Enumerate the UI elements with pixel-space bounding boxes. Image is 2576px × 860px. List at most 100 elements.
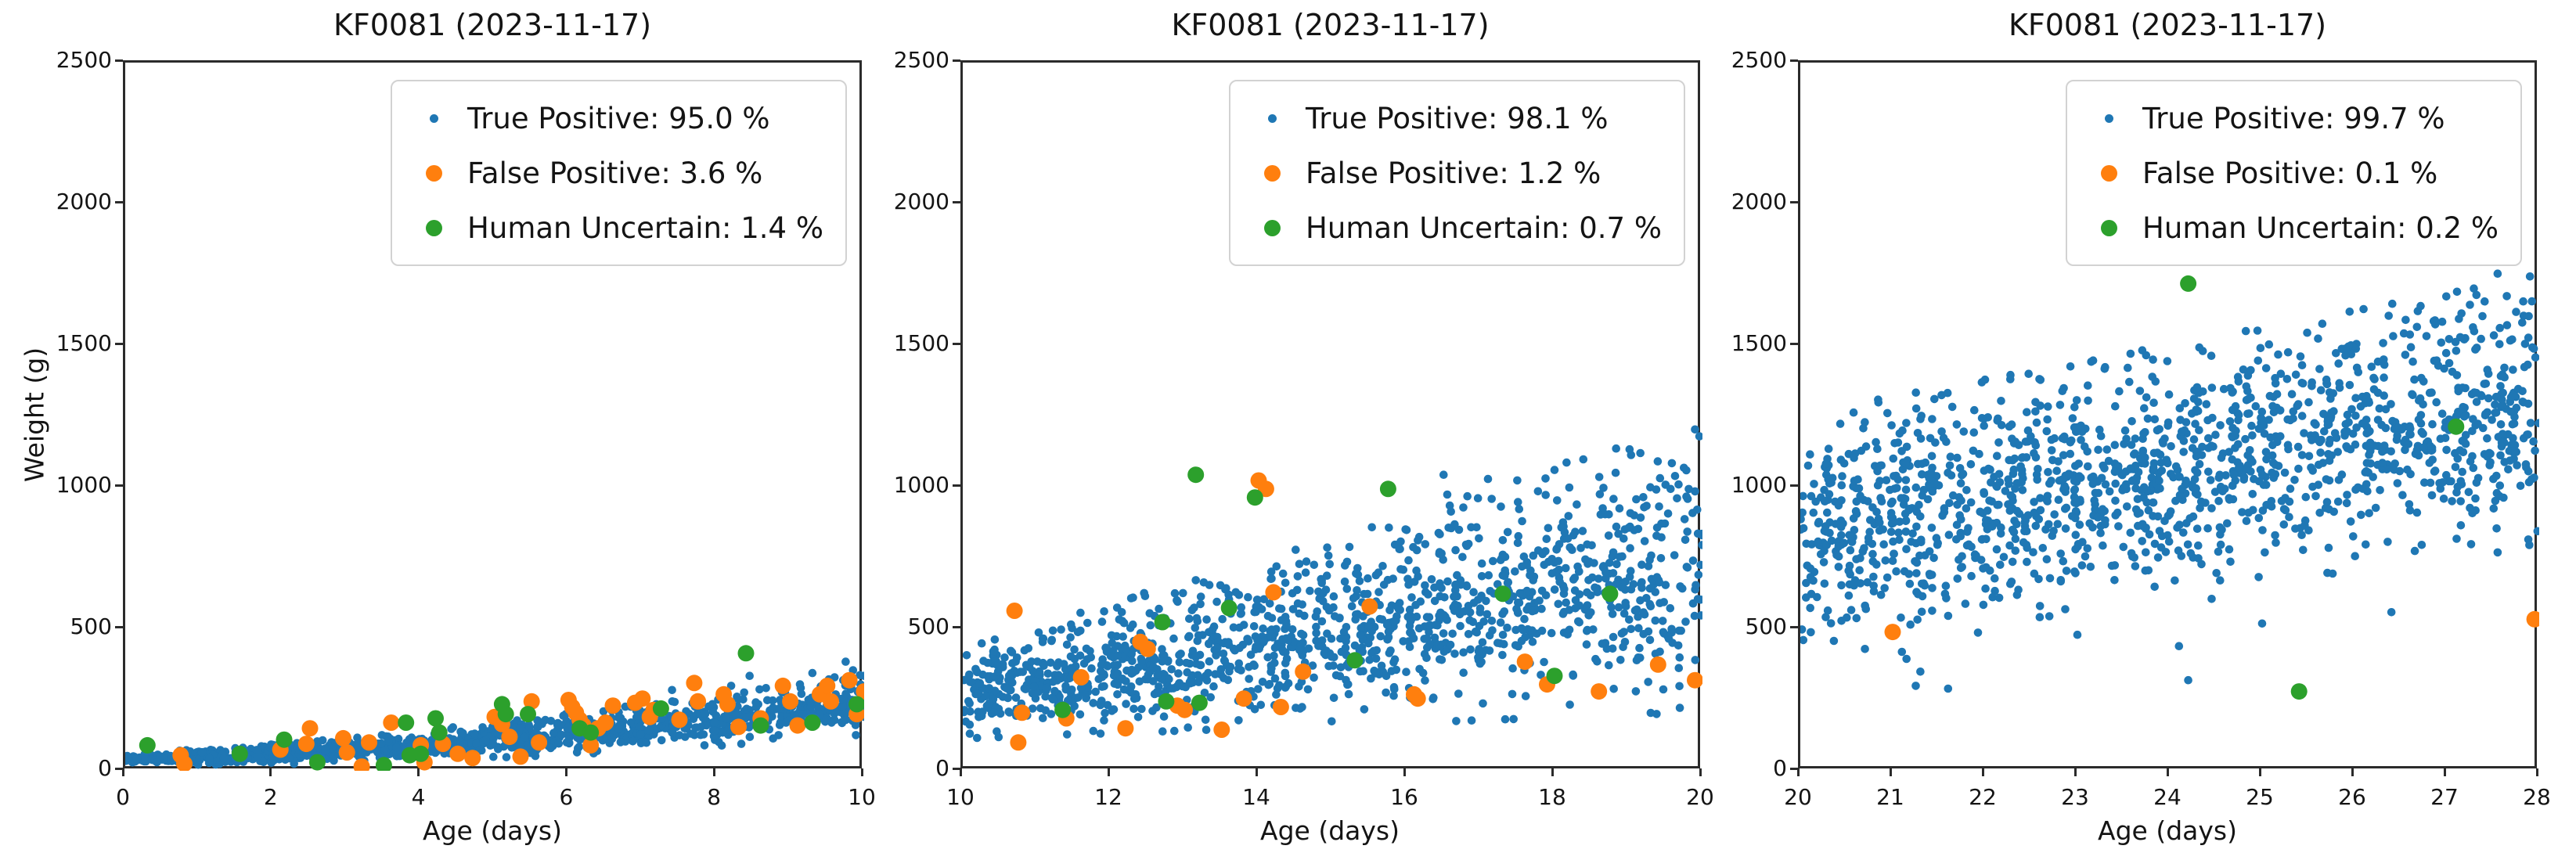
- legend-label: Human Uncertain: 0.2 %: [2142, 211, 2499, 245]
- y-tick: [953, 59, 960, 62]
- legend-label: True Positive: 95.0 %: [467, 101, 770, 135]
- y-tick: [953, 625, 960, 628]
- x-tick-label: 4: [411, 784, 426, 810]
- series-false-positive: [1884, 610, 2539, 641]
- x-tick-label: 6: [559, 784, 574, 810]
- legend-item-true-positive: True Positive: 98.1 %: [1238, 91, 1662, 146]
- legend-dot-icon: [1267, 113, 1277, 123]
- y-tick-label: 2500: [893, 47, 949, 73]
- x-tick: [564, 768, 567, 776]
- x-tick-label: 21: [1876, 784, 1904, 810]
- panel-2-plot-area: True Positive: 98.1 % False Positive: 1.2…: [960, 60, 1702, 768]
- legend-marker-cell: [1238, 164, 1306, 182]
- x-tick: [269, 768, 272, 776]
- legend-label: Human Uncertain: 1.4 %: [467, 211, 823, 245]
- legend-item-false-positive: False Positive: 3.6 %: [400, 146, 823, 200]
- legend-label: True Positive: 98.1 %: [1306, 101, 1609, 135]
- x-tick-label: 12: [1094, 784, 1122, 810]
- legend-dot-icon: [429, 113, 438, 123]
- x-tick: [1107, 768, 1110, 776]
- y-tick-label: 1500: [1731, 330, 1787, 356]
- x-tick-label: 24: [2153, 784, 2181, 810]
- legend-item-true-positive: True Positive: 99.7 %: [2075, 91, 2499, 146]
- y-tick-label: 2000: [1731, 189, 1787, 214]
- legend-dot-icon: [1263, 164, 1281, 182]
- x-tick: [1889, 768, 1892, 776]
- legend-marker-cell: [400, 164, 467, 182]
- legend-marker-cell: [2075, 113, 2142, 123]
- x-tick: [2166, 768, 2169, 776]
- x-tick: [417, 768, 420, 776]
- legend-label: False Positive: 1.2 %: [1306, 156, 1601, 190]
- y-tick-label: 1000: [1731, 472, 1787, 498]
- legend-dot-icon: [2100, 164, 2117, 182]
- legend-item-false-positive: False Positive: 0.1 %: [2075, 146, 2499, 200]
- y-tick: [953, 200, 960, 203]
- x-tick-label: 23: [2061, 784, 2089, 810]
- legend-label: Human Uncertain: 0.7 %: [1306, 211, 1662, 245]
- legend-marker-cell: [1238, 113, 1306, 123]
- series-false-positive: [172, 671, 864, 771]
- y-tick: [1790, 200, 1798, 203]
- x-tick: [2443, 768, 2446, 776]
- x-tick: [860, 768, 863, 776]
- y-tick-label: 0: [1773, 755, 1787, 781]
- y-tick-label: 1500: [56, 330, 112, 356]
- x-tick: [2258, 768, 2261, 776]
- legend-item-human-uncertain: Human Uncertain: 1.4 %: [400, 200, 823, 255]
- x-tick: [121, 768, 124, 776]
- legend-label: False Positive: 3.6 %: [467, 156, 763, 190]
- x-tick: [1981, 768, 1984, 776]
- x-tick-label: 20: [1784, 784, 1812, 810]
- y-tick: [953, 484, 960, 487]
- y-tick-label: 500: [1745, 614, 1787, 639]
- series-true-positive: [1800, 269, 2539, 693]
- y-tick-label: 0: [98, 755, 112, 781]
- x-axis-label-1: Age (days): [423, 815, 562, 846]
- legend-marker-cell: [400, 219, 467, 236]
- y-tick-label: 2500: [56, 47, 112, 73]
- panel-2-scatter-canvas: [963, 425, 1702, 751]
- series-human-uncertain: [2180, 275, 2465, 700]
- legend-dot-icon: [2100, 219, 2117, 236]
- y-tick: [1790, 484, 1798, 487]
- x-axis-label-2: Age (days): [1260, 815, 1400, 846]
- y-tick: [115, 200, 123, 203]
- x-tick-label: 28: [2523, 784, 2551, 810]
- legend-marker-cell: [2075, 164, 2142, 182]
- legend-item-false-positive: False Positive: 1.2 %: [1238, 146, 1662, 200]
- panel-2-legend: True Positive: 98.1 % False Positive: 1.2…: [1229, 80, 1685, 266]
- x-tick-label: 18: [1538, 784, 1566, 810]
- y-tick-label: 1000: [56, 472, 112, 498]
- panel-3-title: KF0081 (2023-11-17): [2008, 8, 2327, 42]
- legend-item-true-positive: True Positive: 95.0 %: [400, 91, 823, 146]
- x-tick-label: 10: [848, 784, 876, 810]
- panel-1-scatter-canvas: [125, 645, 864, 771]
- x-tick: [1403, 768, 1406, 776]
- y-tick: [115, 59, 123, 62]
- legend-marker-cell: [400, 113, 467, 123]
- legend-marker-cell: [1238, 219, 1306, 236]
- y-tick: [1790, 625, 1798, 628]
- panel-1-plot-area: True Positive: 95.0 % False Positive: 3.6…: [123, 60, 864, 771]
- y-tick: [1790, 767, 1798, 770]
- series-false-positive: [1006, 472, 1702, 751]
- legend-label: True Positive: 99.7 %: [2142, 101, 2445, 135]
- x-tick-label: 22: [1969, 784, 1997, 810]
- legend-item-human-uncertain: Human Uncertain: 0.7 %: [1238, 200, 1662, 255]
- y-tick: [115, 484, 123, 487]
- x-tick: [2073, 768, 2077, 776]
- y-tick: [953, 342, 960, 345]
- y-tick: [115, 625, 123, 628]
- panel-3-legend: True Positive: 99.7 % False Positive: 0.1…: [2066, 80, 2522, 266]
- series-human-uncertain: [1054, 466, 1619, 718]
- x-tick-label: 25: [2246, 784, 2274, 810]
- panel-3-scatter-canvas: [1800, 269, 2539, 700]
- x-tick-label: 27: [2430, 784, 2459, 810]
- y-tick-label: 2000: [893, 189, 949, 214]
- x-tick: [1551, 768, 1554, 776]
- panel-1-title: KF0081 (2023-11-17): [333, 8, 652, 42]
- y-tick: [1790, 342, 1798, 345]
- x-tick: [1255, 768, 1258, 776]
